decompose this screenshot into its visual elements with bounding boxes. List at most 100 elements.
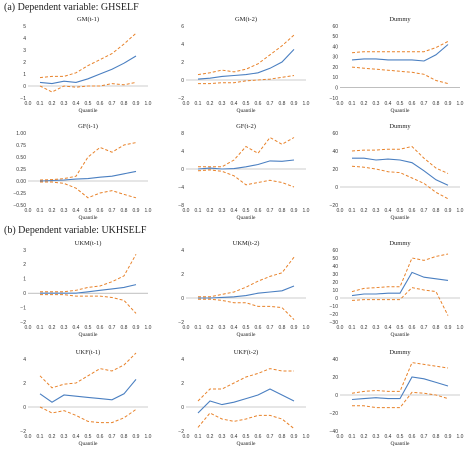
chart-panel-7: UKM(t-2) −2 0 2 4 0.0 0.1 0.2 0.3 0.4 0.5 0.6 0.7 0.8… <box>178 240 309 338</box>
chart-panel-4: GF(t-2) −8 −4 0 4 8 0.0 0.1 0.2 0.3 0.4 0.5 0.6 0.7 0.… <box>178 123 309 221</box>
y-tick-label: 2 <box>23 262 26 268</box>
y-tick-label: −2 <box>20 320 26 326</box>
series-line-estimate <box>352 157 449 186</box>
x-axis-label: Quantile <box>237 441 256 447</box>
series-line-upper <box>197 34 295 76</box>
series-line-estimate <box>197 159 295 170</box>
y-tick-label: 40 <box>332 357 338 363</box>
x-tick-label: 0.7 <box>267 101 274 107</box>
y-tick-label: 10 <box>332 75 338 81</box>
chart-title: GF(t-1) <box>78 123 98 130</box>
chart-title: GF(t-2) <box>236 123 256 130</box>
x-tick-label: 0.2 <box>49 208 56 214</box>
x-tick-label: 0.6 <box>255 434 262 440</box>
x-tick-label: 0.2 <box>207 208 214 214</box>
chart-panel-10: UKF(t-2) −2 0 2 4 0.0 0.1 0.2 0.3 0.4 0.5 0.6 0.7 0.8… <box>178 349 309 447</box>
series-line-upper <box>39 142 137 181</box>
chart-title: UKM(t-2) <box>233 240 260 247</box>
x-tick-label: 0.5 <box>397 434 404 440</box>
series-line-estimate <box>40 284 137 294</box>
x-tick-label: 0.4 <box>73 325 80 331</box>
y-tick-label: 50 <box>332 34 338 40</box>
x-tick-label: 0.9 <box>133 208 140 214</box>
x-tick-label: 0.5 <box>85 101 92 107</box>
x-tick-label: 1.0 <box>303 208 310 214</box>
x-tick-label: 0.8 <box>121 434 128 440</box>
x-tick-label: 0.0 <box>337 101 344 107</box>
x-tick-label: 0.9 <box>133 325 140 331</box>
x-tick-label: 0.4 <box>385 208 392 214</box>
x-tick-label: 0.9 <box>291 101 298 107</box>
x-tick-label: 0.4 <box>73 208 80 214</box>
x-tick-label: 0.6 <box>255 325 262 331</box>
x-tick-label: 0.5 <box>397 101 404 107</box>
x-tick-label: 0.4 <box>231 434 238 440</box>
x-tick-label: 0.0 <box>337 208 344 214</box>
x-tick-label: 0.8 <box>433 434 440 440</box>
x-tick-label: 0.6 <box>409 101 416 107</box>
y-tick-label: 1 <box>23 277 26 283</box>
x-tick-label: 0.4 <box>231 208 238 214</box>
x-tick-label: 0.9 <box>445 434 452 440</box>
x-axis-label: Quantile <box>237 108 256 114</box>
section-b-title: (b) Dependent variable: UKHSELF <box>4 225 147 236</box>
x-tick-label: 0.7 <box>109 325 116 331</box>
x-tick-label: 0.0 <box>183 208 190 214</box>
x-axis-label: Quantile <box>237 332 256 338</box>
y-tick-label: 0 <box>181 405 184 411</box>
section-a-title: (a) Dependent variable: GHSELF <box>4 2 139 13</box>
x-tick-label: 0.5 <box>85 208 92 214</box>
x-tick-label: 0.3 <box>219 208 226 214</box>
x-tick-label: 0.5 <box>243 101 250 107</box>
series-line-estimate <box>39 379 137 403</box>
x-tick-label: 0.7 <box>421 434 428 440</box>
y-tick-label: −2 <box>178 320 184 326</box>
x-tick-label: 0.6 <box>409 208 416 214</box>
y-tick-label: 10 <box>332 288 338 294</box>
y-tick-label: −20 <box>330 203 339 209</box>
y-tick-label: 0 <box>181 296 184 302</box>
y-tick-label: 0 <box>335 296 338 302</box>
y-tick-label: 20 <box>332 65 338 71</box>
x-tick-label: 1.0 <box>145 325 152 331</box>
series-line-upper <box>40 254 137 293</box>
y-tick-label: −2 <box>20 429 26 435</box>
y-tick-label: −0.50 <box>13 203 26 209</box>
x-tick-label: 0.9 <box>133 101 140 107</box>
x-axis-label: Quantile <box>79 108 98 114</box>
x-tick-label: 1.0 <box>303 434 310 440</box>
series-line-estimate <box>351 44 449 62</box>
x-tick-label: 0.0 <box>25 101 32 107</box>
y-tick-label: −10 <box>330 304 339 310</box>
y-tick-label: 20 <box>332 375 338 381</box>
y-tick-label: 1 <box>23 72 26 78</box>
y-tick-label: 40 <box>332 44 338 50</box>
x-tick-label: 0.2 <box>207 434 214 440</box>
y-tick-label: 6 <box>181 24 184 30</box>
y-tick-label: −2 <box>178 96 184 102</box>
y-tick-label: 0 <box>335 185 338 191</box>
series-line-upper <box>351 362 449 394</box>
x-tick-label: 0.7 <box>421 101 428 107</box>
chart-title: UKF(t-1) <box>76 349 101 356</box>
x-tick-label: 0.2 <box>49 325 56 331</box>
y-tick-label: 0 <box>181 78 184 84</box>
y-tick-label: −8 <box>178 203 184 209</box>
chart-title: GM(t-1) <box>77 16 99 23</box>
x-tick-label: 0.2 <box>361 101 368 107</box>
x-tick-label: 0.6 <box>255 208 262 214</box>
x-tick-label: 0.8 <box>433 208 440 214</box>
x-tick-label: 0.1 <box>37 434 44 440</box>
x-tick-label: 0.3 <box>61 325 68 331</box>
y-tick-label: 20 <box>332 280 338 286</box>
x-tick-label: 1.0 <box>145 208 152 214</box>
y-tick-label: 0 <box>181 167 184 173</box>
x-tick-label: 0.1 <box>349 101 356 107</box>
chart-title: Dummy <box>389 16 411 23</box>
x-tick-label: 0.0 <box>183 101 190 107</box>
x-tick-label: 0.3 <box>219 101 226 107</box>
x-tick-label: 0.8 <box>121 101 128 107</box>
x-tick-label: 1.0 <box>145 434 152 440</box>
x-tick-label: 0.2 <box>49 434 56 440</box>
x-tick-label: 0.5 <box>243 434 250 440</box>
